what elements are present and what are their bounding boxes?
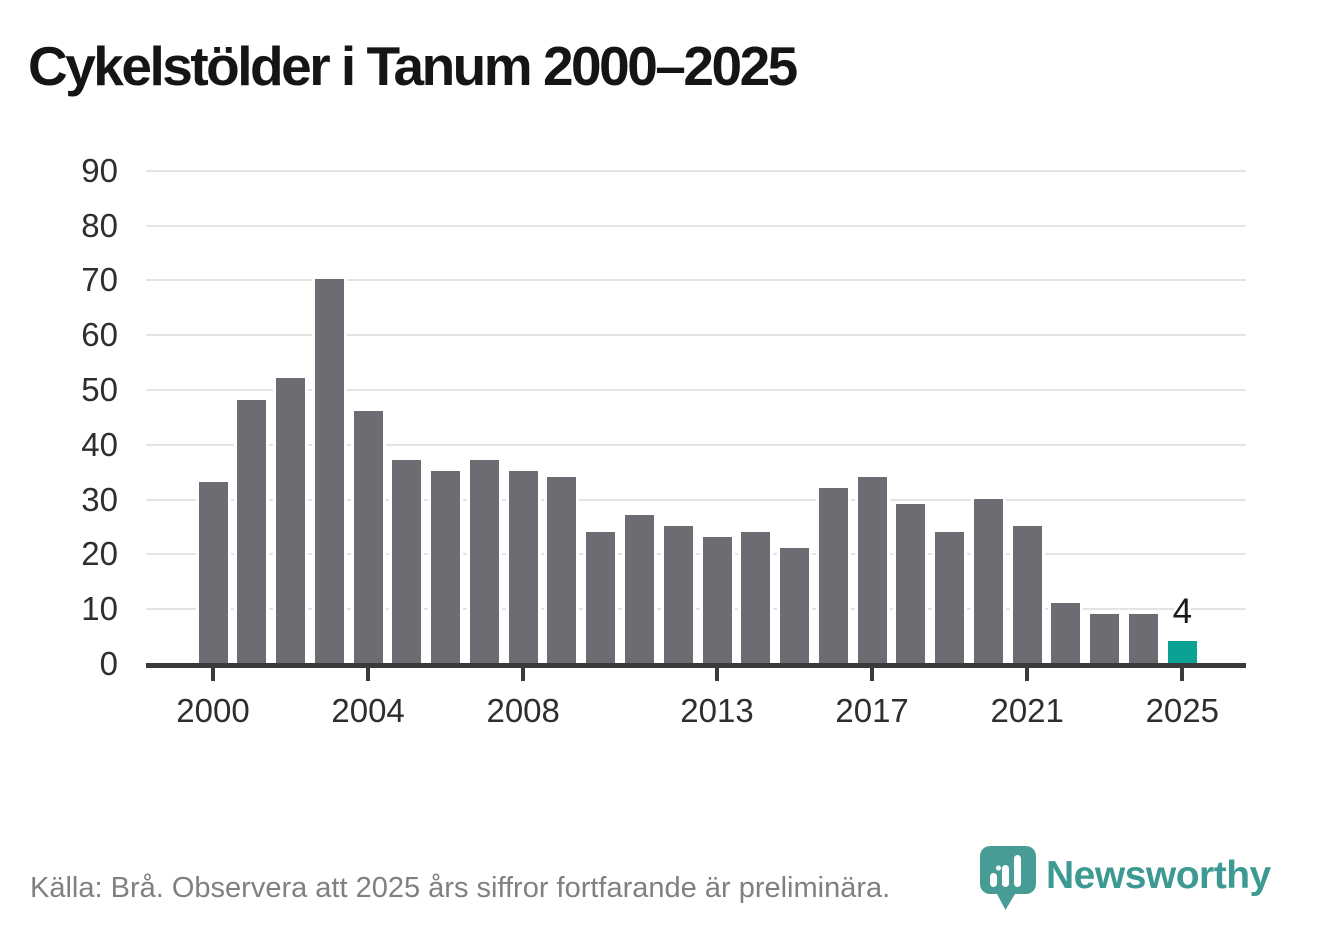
bar-2018: [896, 504, 926, 663]
bar-2021: [1012, 526, 1042, 663]
bar-2010: [586, 531, 616, 663]
bar-2012: [663, 526, 693, 663]
gridline-y-70: [146, 279, 1246, 282]
bar-2014: [741, 531, 771, 663]
chart-title: Cykelstölder i Tanum 2000–2025: [28, 35, 798, 97]
gridline-y-10: [146, 608, 1246, 611]
bar-2016: [818, 487, 848, 663]
newsworthy-wordmark: Newsworthy: [1046, 854, 1271, 897]
gridline-y-30: [146, 498, 1246, 501]
y-axis-label-10: 10: [81, 590, 118, 628]
gridline-y-80: [146, 224, 1246, 227]
bar-2007: [469, 460, 499, 663]
bar-2005: [392, 460, 422, 663]
bar-2000: [198, 482, 228, 663]
y-axis-label-20: 20: [81, 535, 118, 573]
x-tick-2025: [1180, 668, 1185, 681]
y-axis-label-0: 0: [99, 645, 118, 682]
y-axis-label-90: 90: [81, 151, 118, 189]
x-tick-2021: [1025, 668, 1030, 681]
y-axis-label-40: 40: [81, 425, 118, 463]
newsworthy-logo: Newsworthy: [980, 846, 1271, 912]
x-axis-label-2021: 2021: [990, 692, 1064, 729]
bar-2023: [1090, 613, 1120, 663]
bar-2001: [237, 400, 267, 663]
bar-2003: [314, 279, 344, 663]
source-note: Källa: Brå. Observera att 2025 års siffr…: [30, 872, 891, 904]
bar-value-label-2025: 4: [1172, 592, 1193, 631]
bar-2025: [1167, 641, 1197, 663]
x-tick-2008: [521, 668, 526, 681]
y-axis-label-80: 80: [81, 206, 118, 244]
bar-2022: [1051, 602, 1081, 663]
newsworthy-pin-icon: [980, 846, 1036, 912]
gridline-y-50: [146, 389, 1246, 391]
x-axis-line: [146, 663, 1246, 668]
bar-2020: [973, 498, 1003, 663]
x-axis-label-2004: 2004: [331, 692, 405, 729]
x-axis-label-2017: 2017: [835, 692, 909, 729]
x-axis-label-2000: 2000: [176, 692, 250, 729]
bar-2008: [508, 471, 538, 663]
bar-2015: [780, 547, 810, 663]
gridline-y-60: [146, 334, 1246, 337]
bar-2011: [625, 515, 654, 663]
y-axis-label-60: 60: [81, 316, 118, 354]
bar-2009: [547, 476, 577, 663]
bar-2019: [935, 531, 965, 663]
gridline-y-20: [146, 553, 1246, 556]
bar-2013: [702, 537, 732, 663]
bar-2006: [431, 471, 461, 663]
x-tick-2000: [211, 668, 215, 681]
bar-2002: [276, 378, 305, 663]
y-axis-label-50: 50: [81, 371, 118, 408]
x-axis-label-2008: 2008: [486, 692, 560, 729]
x-tick-2004: [366, 668, 371, 681]
bar-2024: [1129, 613, 1158, 663]
x-axis-label-2013: 2013: [680, 692, 754, 729]
x-axis-label-2025: 2025: [1145, 692, 1219, 729]
gridline-y-40: [146, 443, 1246, 446]
y-axis-label-30: 30: [81, 480, 118, 518]
gridline-y-90: [146, 169, 1246, 172]
bar-2017: [857, 476, 887, 663]
x-tick-2017: [870, 668, 875, 681]
y-axis-label-70: 70: [81, 261, 118, 299]
bar-2004: [353, 410, 383, 663]
x-tick-2013: [715, 668, 719, 681]
